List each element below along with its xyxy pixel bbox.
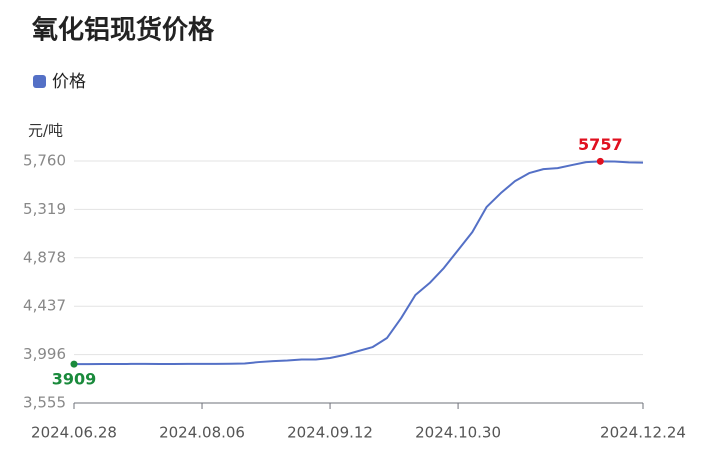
y-tick-label: 5,319 [23,200,66,218]
y-tick-label: 4,878 [23,248,66,266]
y-tick-label: 4,437 [23,297,66,315]
x-tick-label: 2024.09.12 [287,424,373,442]
x-tick-label: 2024.10.30 [415,424,501,442]
y-tick-label: 5,760 [23,152,66,170]
x-tick-label: 2024.12.24 [600,424,686,442]
x-tick-label: 2024.06.28 [31,424,117,442]
point [596,157,604,165]
data-label: 5757 [578,135,623,154]
point [70,360,78,368]
legend-label: 价格 [52,72,86,92]
chart-title: 氧化铝现货价格 [31,15,215,46]
line [74,160,644,366]
data-label: 3909 [52,370,97,389]
y-tick-label: 3,996 [23,345,66,363]
legend-swatch [33,75,46,88]
y-axis-label: 元/吨 [28,122,63,140]
y-tick-label: 3,555 [23,394,66,412]
x-tick-label: 2024.08.06 [159,424,245,442]
